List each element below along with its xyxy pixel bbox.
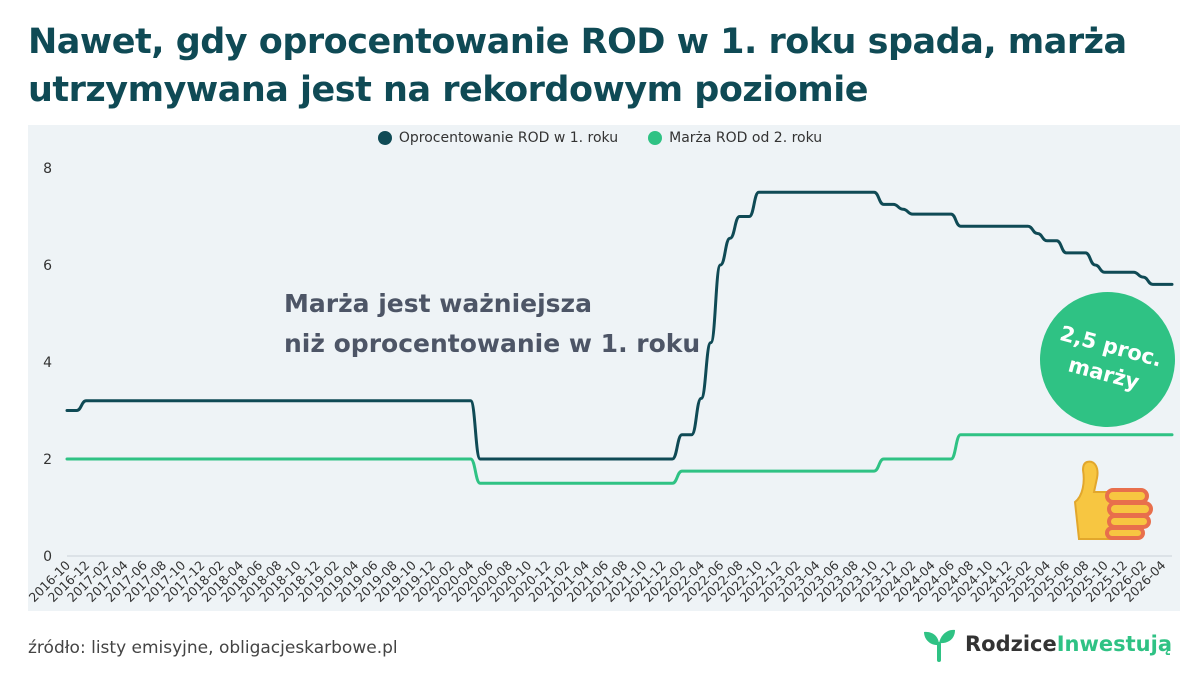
sprout-logo-icon	[923, 629, 955, 662]
y-tick-label: 2	[43, 452, 52, 468]
legend-item-margin[interactable]: Marża ROD od 2. roku	[648, 130, 822, 146]
series-line-rate[interactable]	[65, 190, 1174, 461]
y-tick-label: 0	[43, 549, 52, 565]
y-tick-label: 6	[43, 258, 52, 274]
series-line-margin[interactable]	[65, 433, 1174, 485]
chart-panel	[28, 125, 1180, 611]
legend: Oprocentowanie ROD w 1. roku Marża ROD o…	[0, 130, 1200, 146]
thumbs-up-icon	[1073, 460, 1153, 540]
source-note: źródło: listy emisyjne, obligacjeskarbow…	[28, 638, 398, 658]
legend-label-rate: Oprocentowanie ROD w 1. roku	[398, 130, 619, 146]
badge-text: 2,5 proc. marży	[1057, 320, 1165, 394]
brand-logo: RodziceInwestują	[921, 626, 1172, 662]
legend-label-margin: Marża ROD od 2. roku	[669, 130, 823, 146]
y-tick-label: 4	[43, 355, 52, 371]
legend-item-rate[interactable]: Oprocentowanie ROD w 1. roku	[377, 130, 619, 146]
annotation-line-2: niż oprocentowanie w 1. roku	[284, 329, 701, 358]
y-tick-label: 8	[43, 161, 52, 177]
brand-part-2: Inwestują	[1056, 632, 1172, 656]
brand-part-1: Rodzice	[964, 632, 1057, 656]
chart-annotation: Marża jest ważniejsza niż oprocentowanie…	[284, 284, 804, 364]
chart-title: Nawet, gdy oprocentowanie ROD w 1. roku …	[28, 22, 1127, 110]
legend-swatch-rate	[377, 131, 392, 145]
annotation-line-1: Marża jest ważniejsza	[284, 289, 592, 318]
legend-swatch-margin	[648, 131, 663, 145]
